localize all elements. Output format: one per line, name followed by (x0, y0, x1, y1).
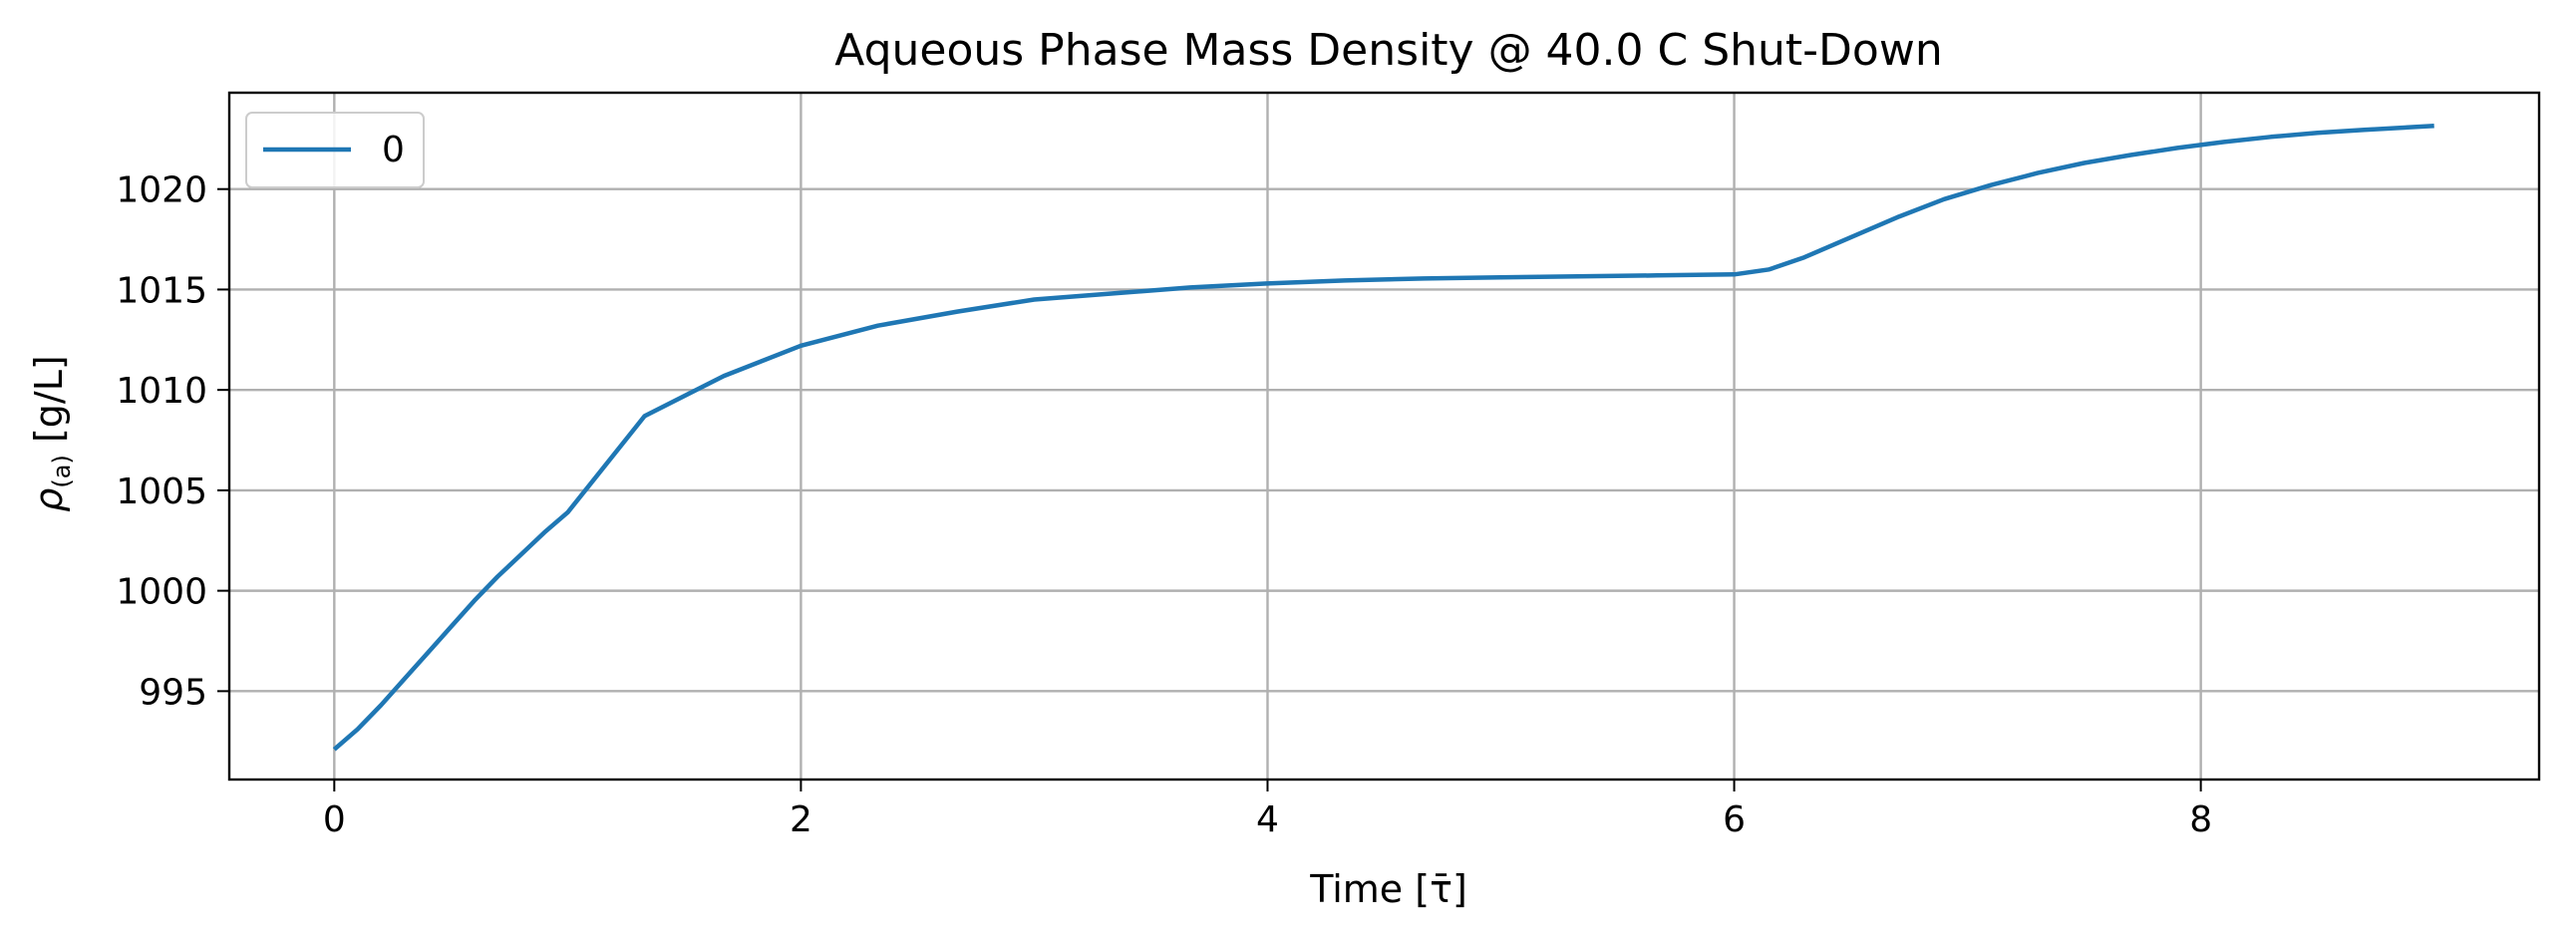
x-tick-label: 8 (2189, 799, 2212, 840)
y-tick-label: 995 (139, 672, 207, 713)
y-axis-label-unit: [g/L] (27, 355, 71, 455)
ticks: 0 2 4 6 8 995 1000 1005 1010 1015 1020 (116, 170, 2212, 840)
x-tick-label: 6 (1723, 799, 1746, 840)
series-layer (332, 123, 2434, 752)
y-tick-label: 1020 (116, 170, 207, 211)
legend-label: 0 (382, 130, 405, 170)
y-tick-label: 1015 (116, 270, 207, 311)
plot-frame (227, 91, 2541, 782)
x-tick-label: 0 (323, 799, 346, 840)
y-tick-label: 1010 (116, 371, 207, 412)
y-tick-label: 1005 (116, 471, 207, 512)
chart-title: Aqueous Phase Mass Density @ 40.0 C Shut… (834, 25, 1942, 76)
x-tick-label: 2 (790, 799, 812, 840)
y-axis-label-symbol: ρ (27, 488, 71, 512)
series-line-0 (332, 123, 2434, 752)
grid (229, 93, 2539, 780)
y-axis-label: ρ(a) [g/L] (27, 355, 76, 511)
x-tick-label: 4 (1256, 799, 1279, 840)
y-axis-label-subscript: (a) (48, 455, 76, 487)
x-axis-label: Time [τ̄] (1309, 867, 1467, 911)
legend: 0 (245, 112, 425, 188)
y-tick-label: 1000 (116, 572, 207, 613)
